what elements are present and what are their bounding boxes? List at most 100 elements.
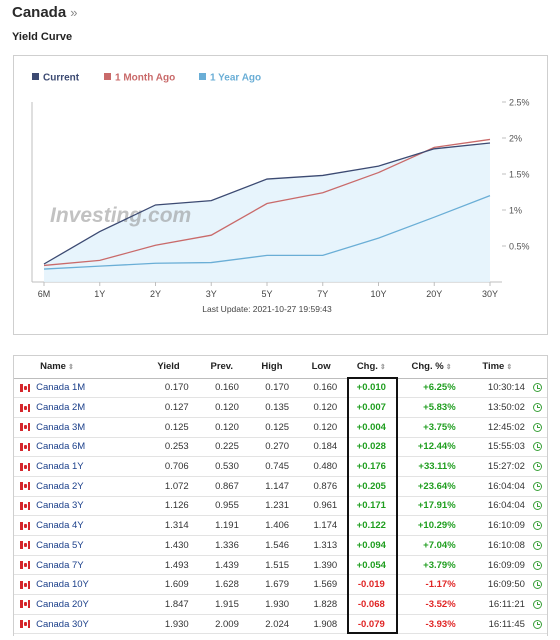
bond-name-link[interactable]: Canada 10Y [36,579,89,591]
chg-cell: +0.010 [345,378,398,399]
table-row[interactable]: Canada 3Y 1.126 0.955 1.231 0.961 +0.171 +17.9… [14,496,547,517]
high-cell: 0.125 [246,417,298,438]
prev-cell: 1.336 [196,535,247,556]
bond-name-cell[interactable]: Canada 30Y [36,614,141,635]
bond-name-link[interactable]: Canada 1M [36,382,86,394]
clock-icon [528,594,547,615]
bond-name-link[interactable]: Canada 1Y [36,461,84,473]
table-row[interactable]: Canada 4Y 1.314 1.191 1.406 1.174 +0.122 +10.2… [14,515,547,536]
bond-name-link[interactable]: Canada 6M [36,441,86,453]
table-header-row: Name ⇕ Yield Prev. High Low Chg. ⇕ Chg. % ⇕… [14,356,547,379]
table-row[interactable]: Canada 3M 0.125 0.120 0.125 0.120 +0.004 +3.75… [14,417,547,438]
table-row[interactable]: Canada 10Y 1.609 1.628 1.679 1.569 -0.019 -1.1… [14,574,547,596]
time-cell: 15:27:02 [465,456,529,477]
sort-icon: ⇕ [445,364,452,372]
table-row[interactable]: Canada 7Y 1.493 1.439 1.515 1.390 +0.054 +3.79… [14,555,547,576]
header-yield[interactable]: Yield [140,356,197,379]
time-cell: 16:04:04 [465,496,529,517]
chg-percent-cell: -1.17% [397,574,466,596]
clock-icon [528,574,547,596]
yield-cell: 1.430 [140,535,197,556]
chg-cell: -0.079 [345,614,398,635]
clock-icon [528,496,547,517]
high-cell: 0.745 [246,456,298,477]
header-time-label: Time [482,361,505,373]
table-row[interactable]: Canada 1M 0.170 0.160 0.170 0.160 +0.010 +6.25… [14,378,547,399]
bond-name-link[interactable]: Canada 2Y [36,480,84,492]
bond-name-link[interactable]: Canada 5Y [36,539,84,551]
x-tick-label: 3Y [206,289,217,299]
bond-name-cell[interactable]: Canada 2M [36,397,141,418]
high-cell: 1.147 [246,476,298,497]
bond-name-cell[interactable]: Canada 5Y [36,535,141,556]
chg-cell: -0.019 [345,574,398,596]
bond-name-cell[interactable]: Canada 2Y [36,476,141,497]
bond-name-link[interactable]: Canada 7Y [36,559,84,571]
header-name[interactable]: Name ⇕ [36,356,141,379]
time-cell: 16:09:50 [465,574,529,596]
table-row[interactable]: Canada 1Y 0.706 0.530 0.745 0.480 +0.176 +33.1… [14,456,547,477]
bond-name-link[interactable]: Canada 3Y [36,500,84,512]
chg-percent-cell: +12.44% [397,437,466,458]
header-prev[interactable]: Prev. [196,356,247,379]
bond-name-cell[interactable]: Canada 20Y [36,594,141,615]
bond-name-cell[interactable]: Canada 3Y [36,496,141,517]
bond-name-cell[interactable]: Canada 4Y [36,515,141,536]
bond-name-link[interactable]: Canada 4Y [36,520,84,532]
table-row[interactable]: Canada 5Y 1.430 1.336 1.546 1.313 +0.094 +7.04… [14,535,547,556]
header-high-label: High [261,361,283,373]
x-tick-label: 6M [38,289,51,299]
bond-name-cell[interactable]: Canada 6M [36,437,141,458]
chevron-right-icon[interactable]: » [70,5,78,20]
canada-flag-icon [14,417,37,438]
prev-cell: 0.120 [196,417,247,438]
high-cell: 1.406 [246,515,298,536]
high-cell: 1.679 [246,574,298,596]
chg-cell: +0.028 [345,437,398,458]
prev-cell: 1.191 [196,515,247,536]
bond-name-link[interactable]: Canada 30Y [36,618,89,630]
canada-flag-icon [14,614,37,635]
header-chgp[interactable]: Chg. % ⇕ [397,356,466,379]
header-flag [14,356,37,379]
table-row[interactable]: Canada 2M 0.127 0.120 0.135 0.120 +0.007 +5.83… [14,397,547,418]
high-cell: 2.024 [246,614,298,635]
sort-icon: ⇕ [506,364,513,372]
high-cell: 1.546 [246,535,298,556]
bond-name-cell[interactable]: Canada 3M [36,417,141,438]
bond-name-link[interactable]: Canada 2M [36,402,86,414]
table-row[interactable]: Canada 20Y 1.847 1.915 1.930 1.828 -0.068 -3.5… [14,594,547,615]
table-row[interactable]: Canada 6M 0.253 0.225 0.270 0.184 +0.028 +12.4… [14,437,547,458]
low-cell: 0.184 [297,437,346,458]
bond-name-cell[interactable]: Canada 10Y [36,574,141,596]
bond-name-cell[interactable]: Canada 1Y [36,456,141,477]
clock-icon [528,476,547,497]
chg-percent-cell: +3.79% [397,555,466,576]
bond-name-cell[interactable]: Canada 7Y [36,555,141,576]
table-row[interactable]: Canada 2Y 1.072 0.867 1.147 0.876 +0.205 +23.6… [14,476,547,497]
low-cell: 0.160 [297,378,346,399]
x-tick-label: 20Y [426,289,442,299]
time-cell: 10:30:14 [465,378,529,399]
yield-table-container: Name ⇕ Yield Prev. High Low Chg. ⇕ Chg. % ⇕… [13,355,548,636]
header-high[interactable]: High [246,356,298,379]
chg-cell: -0.068 [345,594,398,615]
header-time[interactable]: Time ⇕ [465,356,529,379]
bond-name-cell[interactable]: Canada 1M [36,378,141,399]
chg-cell: +0.176 [345,456,398,477]
header-name-label: Name [40,361,66,373]
chg-percent-cell: +3.75% [397,417,466,438]
header-chg[interactable]: Chg. ⇕ [345,356,398,379]
chg-cell: +0.004 [345,417,398,438]
header-chgp-label: Chg. % [411,361,444,373]
chg-percent-cell: +5.83% [397,397,466,418]
bond-name-link[interactable]: Canada 3M [36,421,86,433]
canada-flag-icon [14,515,37,536]
high-cell: 1.930 [246,594,298,615]
clock-icon [528,378,547,399]
table-row[interactable]: Canada 30Y 1.930 2.009 2.024 1.908 -0.079 -3.9… [14,614,547,635]
high-cell: 0.170 [246,378,298,399]
header-low[interactable]: Low [297,356,346,379]
bond-name-link[interactable]: Canada 20Y [36,598,89,610]
low-cell: 1.828 [297,594,346,615]
